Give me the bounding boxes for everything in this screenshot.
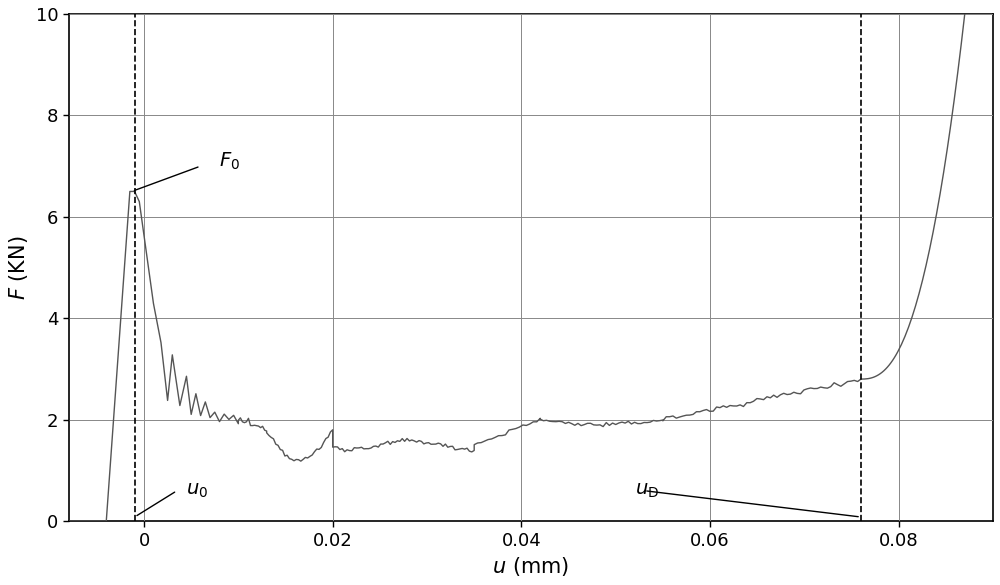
Text: $u_0$: $u_0$ [186, 481, 209, 500]
Text: $u_\mathrm{D}$: $u_\mathrm{D}$ [635, 481, 659, 500]
X-axis label: $u\ \mathrm{(mm)}$: $u\ \mathrm{(mm)}$ [492, 555, 569, 578]
Text: $F_0$: $F_0$ [219, 150, 240, 171]
Y-axis label: $F\ \mathrm{(KN)}$: $F\ \mathrm{(KN)}$ [7, 235, 30, 300]
